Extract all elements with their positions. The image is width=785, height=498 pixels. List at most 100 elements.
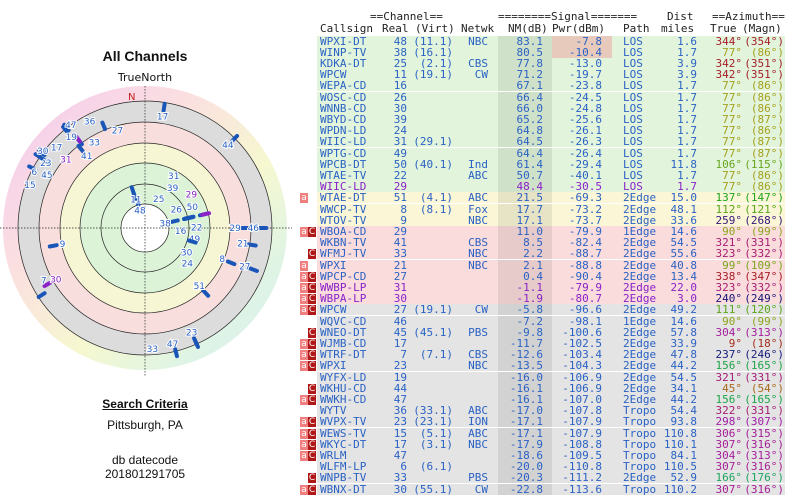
table-row[interactable]: WPCB-DT 50 (40.1) Ind 61.4 -29.4 LOS 11.8 106° (1…	[317, 157, 785, 171]
callsign-cell[interactable]: WNEO-DT	[320, 325, 367, 339]
callsign-cell[interactable]: WFMJ-TV	[320, 247, 367, 261]
callsign-cell[interactable]: WWKH-CD	[320, 392, 367, 406]
table-row[interactable]: WPDN-LD 24 64.8 -26.1 LOS 1.7 77° (86°)	[317, 125, 785, 136]
table-row[interactable]: a C WWKH-CD 47 -16.1 -107.0 2Edge 44.2 156° (165°…	[300, 392, 785, 406]
table-row[interactable]: a C WPCP-CD 27 0.4 -90.4 2Edge 13.4 338° (347°)	[300, 269, 785, 283]
table-row[interactable]: WOSC-CD 26 66.4 -24.5 LOS 1.7 77° (86°)	[317, 90, 785, 104]
callsign-cell[interactable]: WBNX-DT	[320, 482, 367, 496]
col-dist[interactable]: miles	[661, 22, 695, 35]
table-row[interactable]: WBYD-CD 39 65.2 -25.6 LOS 1.7 77° (87°)	[317, 114, 785, 125]
callsign-cell[interactable]: WBOA-CD	[320, 224, 367, 238]
callsign-cell[interactable]: WRLM	[320, 448, 347, 462]
callsign-cell[interactable]: WEWS-TV	[320, 426, 367, 440]
table-row[interactable]: a C WWBP-LP 31 -1.1 -79.9 2Edge 22.0 323° (332°)	[300, 280, 785, 294]
callsign-cell[interactable]: KDKA-DT	[320, 56, 367, 70]
table-row[interactable]: WYFX-LD 19 -16.0 -106.9 2Edge 54.5 321° (331°)	[317, 370, 785, 384]
table-row[interactable]: a WTAE-DT 51 (4.1) ABC 21.5 -69.3 2Edge 15.0 137°…	[300, 191, 785, 205]
table-row[interactable]: KDKA-DT 25 (2.1) CBS 77.8 -13.0 LOS 3.9 342° (351…	[317, 58, 785, 69]
callsign-cell[interactable]: WPCW	[320, 68, 347, 82]
table-row[interactable]: WIIC-LD 31 (29.1) 64.5 -26.3 LOS 1.7 77° (87°)	[317, 135, 785, 149]
table-row[interactable]: WPTG-CD 49 64.4 -26.4 LOS 1.7 77° (87°)	[317, 146, 785, 160]
table-row[interactable]: C WFMJ-TV 33 NBC 2.2 -88.7 2Edge 55.6 323° (332°)	[308, 247, 785, 261]
callsign-cell[interactable]: WWBP-LP	[320, 280, 367, 294]
callsign-cell[interactable]: WTAE-TV	[320, 168, 367, 182]
table-row[interactable]: WEPA-CD 16 67.1 -23.8 LOS 1.7 77° (86°)	[317, 79, 785, 93]
callsign-cell[interactable]: WEPA-CD	[320, 79, 367, 93]
nm-column-shade	[498, 169, 552, 182]
table-row[interactable]: a C WJMB-CD 17 -11.7 -102.5 2Edge 33.9 9° (18°)	[300, 336, 785, 350]
col-netwk[interactable]: Netwk	[461, 22, 495, 35]
callsign-cell[interactable]: WVPX-TV	[320, 415, 367, 429]
callsign-cell[interactable]: WTOV-TV	[320, 213, 367, 227]
callsign-cell[interactable]: WPCP-CD	[320, 269, 367, 283]
col-callsign[interactable]: Callsign	[320, 22, 373, 35]
callsign-cell[interactable]: WNNB-CD	[320, 101, 367, 115]
table-row[interactable]: WYTV 36 (33.1) ABC -17.0 -107.8 Tropo 54.4 322°(…	[317, 405, 785, 416]
table-row[interactable]: a C WVPX-TV 23 (23.1) ION -17.1 -107.9 Tropo 93.8…	[300, 415, 785, 429]
table-row[interactable]: WTOV-TV 9 NBC 17.1 -73.7 2Edge 33.6 259° (268°)	[317, 213, 785, 227]
callsign-cell[interactable]: WIIC-LD	[320, 180, 367, 194]
callsign-cell[interactable]: WTAE-DT	[320, 191, 367, 205]
search-criteria-link[interactable]: Search Criteria	[102, 397, 188, 411]
table-row[interactable]: a C WTRF-DT 7 (7.1) CBS -12.6 -103.4 2Edge 47.8 23…	[300, 348, 785, 362]
callsign-cell[interactable]: WKBN-TV	[320, 236, 367, 250]
table-row[interactable]: a C WBPA-LP 30 -1.9 -80.7 2Edge 3.0 240° (249°)	[300, 292, 785, 306]
table-row[interactable]: C WKHU-CD 44 -16.1 -106.9 2Edge 34.1 45° (54°)	[308, 381, 785, 395]
table-row[interactable]: a C WBNX-DT 30 (55.1) CW -22.8 -113.6 Tropo 110.2…	[300, 482, 785, 496]
callsign-cell[interactable]: WJMB-CD	[320, 336, 367, 350]
callsign-cell[interactable]: WOSC-CD	[320, 90, 367, 104]
callsign-cell[interactable]: WINP-TV	[320, 45, 367, 59]
table-row[interactable]: C WNPB-TV 33 PBS -20.3 -111.2 2Edge 52.9 166° (17…	[308, 471, 785, 485]
table-row[interactable]: WKBN-TV 41 CBS 8.5 -82.4 2Edge 54.5 321° (331°)	[317, 237, 785, 248]
table-row[interactable]: a WPXI 21 NBC 2.1 -88.8 2Edge 40.8 99° (109°)	[300, 258, 785, 272]
callsign-cell[interactable]: WTRF-DT	[320, 348, 367, 362]
table-row[interactable]: WTAE-TV 22 ABC 50.7 -40.1 LOS 1.7 77° (86°)	[317, 170, 785, 181]
table-row[interactable]: a C WPXI 23 NBC -13.5 -104.3 2Edge 44.2 156° (165°…	[300, 359, 785, 373]
col-pwr[interactable]: Pwr(dBm)	[552, 22, 605, 35]
table-row[interactable]: WINP-TV 38 (16.1) 80.5 -10.4 LOS 1.7 77° (86°)	[317, 45, 785, 59]
table-row[interactable]: WPXI-DT 48 (11.1) NBC 83.1 -7.8 LOS 1.6 344° (354…	[317, 34, 785, 48]
callsign-cell[interactable]: WBYD-CD	[320, 112, 367, 126]
callsign-cell[interactable]: WPCW	[320, 303, 347, 317]
table-row[interactable]: WPCW 11 (19.1) CW 71.2 -19.7 LOS 3.9 342° (351°)	[317, 69, 785, 80]
callsign-cell[interactable]: WPDN-LD	[320, 124, 367, 138]
callsign-cell[interactable]: WPCB-DT	[320, 157, 367, 171]
table-row[interactable]: WIIC-LD 29 48.4 -30.5 LOS 1.7 77° (86°)	[317, 181, 785, 192]
table-row[interactable]: WWCP-TV 8 (8.1) Fox 17.7 -73.2 2Edge 48.1 112° (1…	[317, 202, 785, 216]
nm-cell: 71.2	[516, 68, 544, 82]
callsign-cell[interactable]: WKHU-CD	[320, 381, 367, 395]
table-row[interactable]: a C WPCW 27 (19.1) CW -5.8 -96.6 2Edge 49.2 111° (1…	[300, 303, 785, 317]
callsign-cell[interactable]: WPXI-DT	[320, 34, 367, 48]
callsign-cell[interactable]: WBPA-LP	[320, 292, 367, 306]
table-row[interactable]: a C WKYC-DT 17 (3.1) NBC -17.9 -108.8 Tropo 110.1…	[300, 437, 785, 451]
table-row[interactable]: WLFM-LP 6 (6.1) -20.0 -110.8 Tropo 110.5 307° (3…	[317, 461, 785, 472]
col-nm[interactable]: NM(dB)	[508, 22, 548, 35]
table-row[interactable]: a C WBOA-CD 29 11.0 -79.9 1Edge 14.6 90° (99°)	[300, 224, 785, 238]
col-real[interactable]: Real	[382, 22, 409, 35]
real-channel-cell: 50	[393, 157, 407, 171]
col-true[interactable]: True	[710, 22, 737, 35]
callsign-cell[interactable]: WWCP-TV	[320, 202, 367, 216]
callsign-cell[interactable]: WLFM-LP	[320, 460, 367, 474]
callsign-cell[interactable]: WQVC-CD	[320, 314, 367, 328]
badge-a: a	[300, 428, 308, 439]
callsign-cell[interactable]: WIIC-LD	[320, 135, 367, 149]
azimuth-magn-cell: (87°)	[750, 135, 784, 149]
col-virt[interactable]: (Virt)	[415, 22, 455, 35]
virtual-channel-cell: (5.1)	[419, 426, 453, 440]
table-row[interactable]: WNNB-CD 30 66.0 -24.8 LOS 1.7 77° (86°)	[317, 101, 785, 115]
nm-cell: 66.0	[516, 101, 544, 115]
col-path[interactable]: Path	[623, 22, 650, 35]
table-row[interactable]: WQVC-CD 46 -7.2 -98.1 1Edge 14.6 90° (99°)	[317, 314, 785, 328]
callsign-cell[interactable]: WYTV	[320, 404, 347, 418]
col-magn[interactable]: (Magn)	[742, 22, 782, 35]
callsign-cell[interactable]: WPTG-CD	[320, 146, 367, 160]
callsign-cell[interactable]: WYFX-LD	[320, 370, 367, 384]
callsign-cell[interactable]: WKYC-DT	[320, 437, 367, 451]
callsign-cell[interactable]: WNPB-TV	[320, 471, 367, 485]
callsign-cell[interactable]: WPXI	[320, 258, 347, 272]
table-row[interactable]: a C WRLM 47 -18.6 -109.5 Tropo 84.1 304° (313°)	[300, 448, 785, 462]
table-row[interactable]: C WNEO-DT 45 (45.1) PBS -9.8 -100.6 2Edge 57.8 30…	[308, 325, 785, 339]
table-row[interactable]: a C WEWS-TV 15 (5.1) ABC -17.1 -107.9 Tropo 110.8…	[300, 426, 785, 440]
callsign-cell[interactable]: WPXI	[320, 359, 347, 373]
